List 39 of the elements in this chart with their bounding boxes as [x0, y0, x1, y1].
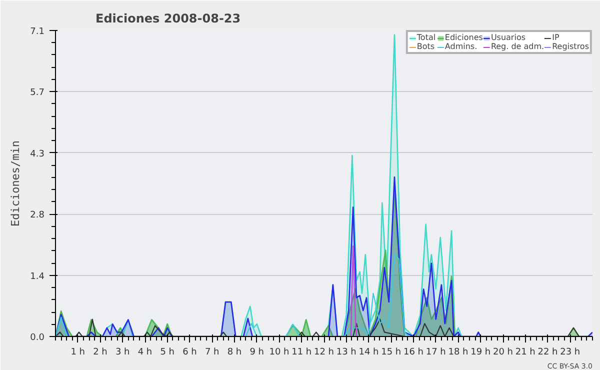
x-tick-label: 5 h [160, 348, 175, 358]
y-axis-title: Ediciones/min [9, 140, 22, 227]
x-tick-label: 10 h [269, 348, 290, 358]
x-tick-label: 16 h [403, 348, 424, 358]
x-tick-label: 4 h [138, 348, 152, 358]
x-tick-label: 19 h [470, 348, 491, 358]
legend-label: Registros [552, 42, 589, 51]
x-tick-label: 17 h [426, 348, 446, 358]
chart-title: Ediciones 2008-08-23 [96, 12, 241, 26]
x-tick-label: 2 h [93, 348, 108, 358]
y-tick-label: 2.8 [30, 210, 45, 221]
legend-label: Ediciones [444, 33, 483, 42]
x-tick-label: 14 h [358, 348, 379, 358]
x-tick-label: 12 h [314, 348, 334, 358]
x-tick-label: 13 h [336, 348, 356, 358]
x-tick-label: 15 h [381, 348, 402, 358]
legend-label: IP [552, 33, 560, 42]
x-tick-label: 11 h [292, 348, 312, 358]
legend-label: Reg. de adm. [490, 42, 544, 51]
x-tick-label: 8 h [227, 348, 242, 358]
x-tick-label: 9 h [250, 348, 264, 358]
x-tick-label: 23 h [560, 348, 580, 358]
x-tick-label: 7 h [204, 348, 220, 358]
y-tick-label: 7.1 [30, 27, 45, 37]
y-tick-label: 4.3 [30, 149, 45, 160]
x-tick-label: 18 h [448, 348, 468, 358]
x-tick-label: 21 h [515, 348, 536, 358]
legend-label: Total [416, 33, 437, 42]
y-tick-label: 1.4 [30, 272, 45, 282]
y-tick-label: 5.7 [30, 88, 45, 98]
legend-label: Usuarios [490, 33, 526, 42]
x-tick-label: 6 h [182, 348, 197, 358]
x-tick-label: 1 h [70, 348, 86, 358]
x-tick-label: 20 h [492, 348, 514, 358]
legend-label: Admins. [444, 42, 478, 51]
x-tick-label: 22 h [538, 348, 558, 358]
legend-label: Bots [416, 42, 436, 51]
y-tick-label: 0.0 [30, 333, 45, 343]
x-tick-label: 3 h [115, 348, 130, 358]
